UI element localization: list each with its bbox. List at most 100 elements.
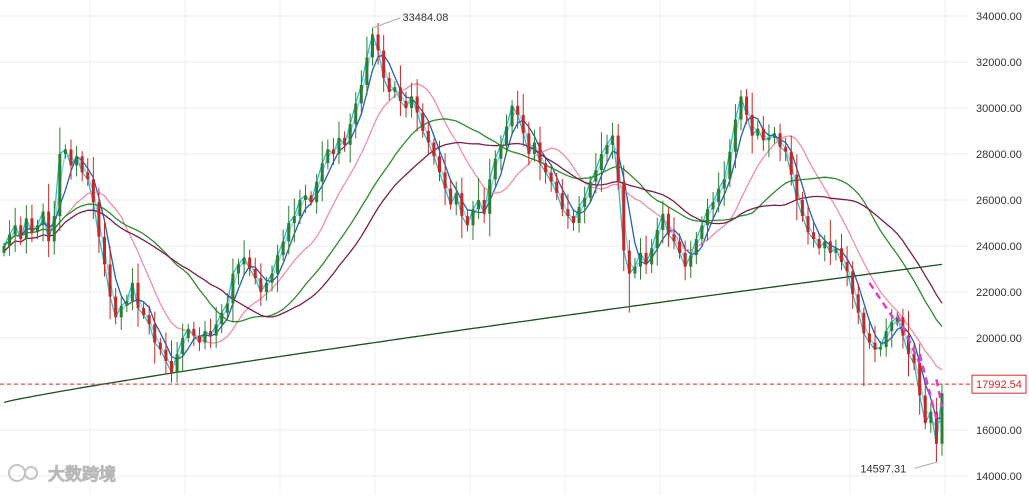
- candle-body: [789, 151, 793, 175]
- candle-body: [359, 85, 363, 104]
- candle-body: [471, 209, 475, 226]
- candle-body: [934, 411, 938, 444]
- candle-body: [572, 216, 575, 223]
- candle-body: [940, 393, 944, 444]
- candle-body: [58, 154, 62, 217]
- candle-body: [560, 193, 564, 210]
- candle-body: [421, 112, 425, 131]
- candle-body: [47, 211, 51, 242]
- candle-body: [108, 264, 112, 297]
- candle-body: [30, 218, 34, 233]
- candle-body: [158, 342, 162, 350]
- candle-body: [605, 144, 609, 154]
- current-price-label: 17992.54: [976, 379, 1022, 391]
- y-tick-label: 32000.00: [976, 57, 1022, 69]
- candle-body: [493, 158, 497, 180]
- candle-body: [611, 135, 615, 145]
- candle-body: [828, 241, 832, 253]
- y-tick-label: 16000.00: [976, 425, 1022, 437]
- candle-body: [337, 137, 341, 154]
- candle-body: [91, 179, 95, 203]
- candle-body: [63, 149, 67, 154]
- candle-body: [203, 331, 207, 343]
- candle-body: [130, 282, 134, 302]
- candlesticks: [2, 23, 944, 463]
- low-annotation: 14597.31: [860, 463, 906, 475]
- candle-body: [683, 252, 687, 267]
- candle-body: [281, 241, 285, 256]
- candle-body: [237, 264, 240, 274]
- candle-body: [527, 133, 531, 154]
- candle-body: [812, 232, 816, 240]
- candle-body: [248, 257, 252, 269]
- watermark: 大数跨境: [8, 464, 116, 484]
- candle-body: [304, 195, 307, 200]
- candle-body: [197, 335, 201, 343]
- candle-body: [672, 234, 676, 242]
- candle-body: [125, 301, 129, 306]
- candle-body: [2, 246, 6, 253]
- ma-line-500: [3, 263, 943, 404]
- candle-body: [449, 188, 453, 205]
- candle-body: [75, 156, 79, 166]
- y-tick-label: 30000.00: [976, 103, 1022, 115]
- candle-body: [343, 137, 347, 145]
- candle-body: [845, 262, 849, 272]
- candle-body: [516, 105, 520, 115]
- candle-body: [460, 193, 464, 217]
- candle-body: [426, 131, 430, 143]
- candle-body: [454, 193, 458, 205]
- candle-body: [97, 202, 101, 237]
- candle-body: [348, 124, 352, 145]
- candle-body: [382, 50, 386, 79]
- candle-body: [594, 170, 598, 182]
- candle-body: [259, 278, 263, 292]
- y-tick-label: 28000.00: [976, 149, 1022, 161]
- candle-body: [923, 395, 927, 424]
- high-annotation-leader: [372, 17, 401, 29]
- candle-body: [823, 241, 827, 249]
- candle-body: [270, 273, 274, 283]
- candle-body: [298, 200, 302, 217]
- candle-body: [292, 216, 296, 223]
- candle-body: [639, 252, 642, 267]
- candle-body: [840, 248, 843, 263]
- candle-body: [728, 151, 732, 180]
- candle-body: [309, 195, 313, 203]
- candle-body: [907, 335, 910, 355]
- candle-body: [678, 241, 682, 253]
- candle-body: [834, 248, 838, 253]
- y-tick-label: 24000.00: [976, 241, 1022, 253]
- candle-body: [398, 87, 402, 102]
- candle-body: [376, 34, 380, 51]
- candle-body: [136, 282, 140, 309]
- candle-body: [700, 225, 704, 240]
- candle-body: [761, 128, 765, 141]
- candle-body: [80, 156, 84, 173]
- ma-line-120: [3, 118, 943, 327]
- candle-body: [404, 101, 408, 108]
- candle-body: [650, 248, 654, 265]
- candle-body: [231, 273, 235, 304]
- candle-body: [52, 216, 56, 242]
- candle-body: [918, 363, 922, 396]
- candle-body: [13, 225, 17, 235]
- candle-body: [443, 172, 447, 189]
- y-tick-label: 14000.00: [976, 471, 1022, 483]
- candle-body: [192, 328, 196, 336]
- y-tick-label: 20000.00: [976, 333, 1022, 345]
- candle-body: [895, 317, 899, 322]
- candle-body: [114, 296, 118, 318]
- candle-body: [817, 239, 821, 249]
- candle-body: [510, 105, 514, 127]
- candle-body: [806, 216, 810, 233]
- candle-body: [432, 142, 436, 157]
- ma-line-250: [3, 141, 943, 318]
- candle-body: [767, 137, 771, 141]
- candle-body: [365, 57, 369, 85]
- candle-body: [912, 354, 916, 364]
- y-tick-label: 34000.00: [976, 11, 1022, 23]
- candle-body: [622, 181, 626, 251]
